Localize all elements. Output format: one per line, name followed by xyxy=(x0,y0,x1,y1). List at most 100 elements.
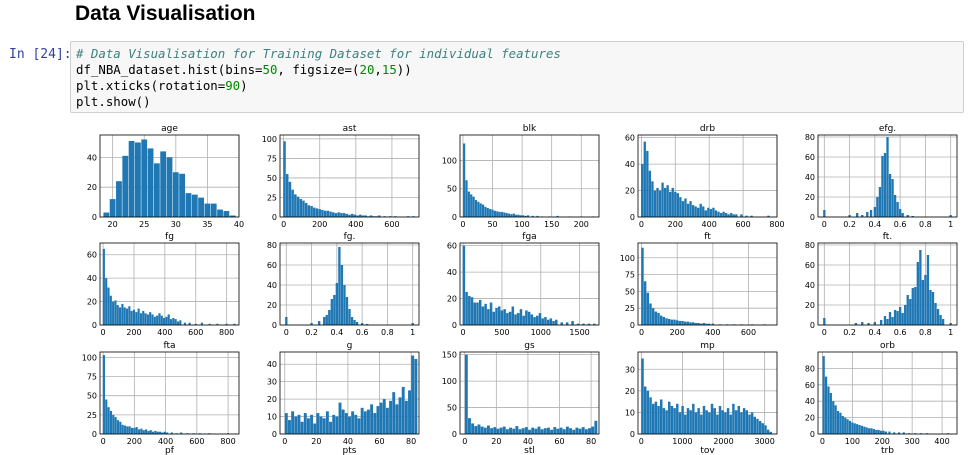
code-line-3: plt.xticks(rotation=90) xyxy=(76,78,248,93)
hist-title-next-row: pf xyxy=(165,446,175,455)
x-tick-label: 400 xyxy=(705,328,720,337)
hist-bar xyxy=(360,323,364,325)
hist-bar xyxy=(382,399,386,434)
hist-bar xyxy=(839,412,842,434)
hist-bar xyxy=(521,428,525,434)
hist-bar xyxy=(836,411,840,434)
hist-bar xyxy=(856,213,859,217)
hist-bar xyxy=(758,421,762,434)
hist-bar xyxy=(753,416,757,434)
hist-bar xyxy=(123,307,126,325)
hist-bar xyxy=(478,299,482,325)
hist-bar xyxy=(496,428,500,434)
x-tick-label: 40 xyxy=(343,437,353,446)
hist-bar xyxy=(315,208,319,217)
x-tick-label: 0.6 xyxy=(894,220,907,229)
hist-bar xyxy=(949,215,952,217)
hist-panel-fgpct: 0 0.2 0.4 0.6 0.8 1 0 20 40 60 80 fg. xyxy=(267,232,420,337)
hist-bar xyxy=(116,420,120,434)
hist-bar xyxy=(514,314,517,325)
hist-bar xyxy=(873,207,877,217)
hist-bar xyxy=(522,215,525,217)
x-tick-label: 100 xyxy=(514,220,529,229)
x-tick-label: 80 xyxy=(406,437,416,446)
hist-bar xyxy=(170,432,173,434)
hist-bar xyxy=(681,320,684,325)
x-tick-label: 30 xyxy=(171,220,181,229)
hist-bar xyxy=(656,187,659,217)
hist-bar xyxy=(853,423,856,434)
hist-bar xyxy=(480,426,484,434)
hist-bar xyxy=(709,209,713,217)
hist-bar xyxy=(125,308,129,325)
hist-bar xyxy=(304,202,308,217)
hist-bar xyxy=(648,170,652,217)
y-tick-label: 20 xyxy=(805,414,815,423)
hist-bar xyxy=(662,408,666,434)
hist-title: ast xyxy=(343,124,357,134)
hist-bar xyxy=(316,413,320,434)
hist-bar xyxy=(908,433,911,434)
hist-bar xyxy=(750,412,754,434)
hist-title-next-row: stl xyxy=(524,446,535,455)
x-tick-label: 20 xyxy=(311,437,321,446)
hist-bar xyxy=(536,215,539,217)
x-tick-label: 2000 xyxy=(713,437,733,446)
hist-bar xyxy=(659,315,663,325)
hist-bar xyxy=(210,203,217,217)
y-tick-label: 60 xyxy=(805,153,815,162)
hist-bar xyxy=(323,317,326,325)
hist-bar xyxy=(717,211,720,217)
hist-bar xyxy=(128,306,131,325)
x-tick-label: 200 xyxy=(574,220,589,229)
hist-title: ft. xyxy=(883,232,892,242)
hist-bar xyxy=(522,315,525,325)
y-tick-label: 0 xyxy=(452,321,457,330)
y-tick-label: 30 xyxy=(267,378,277,387)
hist-bar xyxy=(949,323,952,325)
hist-bar xyxy=(121,424,124,434)
hist-bar xyxy=(137,429,141,434)
hist-bar xyxy=(844,417,847,434)
x-tick-label: 0 xyxy=(460,220,465,229)
x-tick-label: 0.2 xyxy=(843,328,856,337)
axes-frame xyxy=(459,134,600,218)
hist-bar xyxy=(556,215,559,217)
hist-bar xyxy=(670,319,674,325)
x-tick-label: 150 xyxy=(544,220,559,229)
y-tick-label: 60 xyxy=(447,242,457,251)
y-tick-label: 80 xyxy=(805,364,815,373)
hist-bar xyxy=(527,311,531,325)
hist-bar xyxy=(486,207,489,217)
hist-bar xyxy=(714,210,718,217)
hist-bar xyxy=(559,427,563,434)
hist-bar xyxy=(691,205,695,217)
hist-title: g xyxy=(347,341,353,351)
hist-bar xyxy=(294,194,297,217)
hist-bar xyxy=(296,196,300,217)
x-tick-label: 40 xyxy=(523,437,533,446)
hist-bar xyxy=(694,412,698,434)
hist-bar xyxy=(841,415,844,434)
y-tick-label: 100 xyxy=(442,377,457,386)
hist-bar xyxy=(486,425,490,434)
x-tick-label: 0.4 xyxy=(868,220,881,229)
hist-bar xyxy=(562,429,566,434)
hist-bar xyxy=(834,405,837,434)
x-tick-label: 600 xyxy=(188,328,203,337)
x-tick-label: 100 xyxy=(845,437,860,446)
hist-bar xyxy=(467,191,470,217)
hist-bar xyxy=(883,153,887,217)
hist-bar xyxy=(671,187,674,217)
hist-bar xyxy=(477,201,480,217)
hist-bar xyxy=(702,322,706,325)
x-tick-label: 0.4 xyxy=(868,328,881,337)
axes-frame xyxy=(279,351,420,435)
code-cell[interactable]: # Data Visualisation for Training Datase… xyxy=(70,41,964,113)
hist-bar xyxy=(867,323,870,325)
x-tick-label: 1000 xyxy=(531,328,551,337)
x-tick-label: 35 xyxy=(202,220,212,229)
y-tick-label: 50 xyxy=(625,287,635,296)
y-tick-label: 0 xyxy=(452,213,457,222)
hist-bar xyxy=(493,427,497,434)
